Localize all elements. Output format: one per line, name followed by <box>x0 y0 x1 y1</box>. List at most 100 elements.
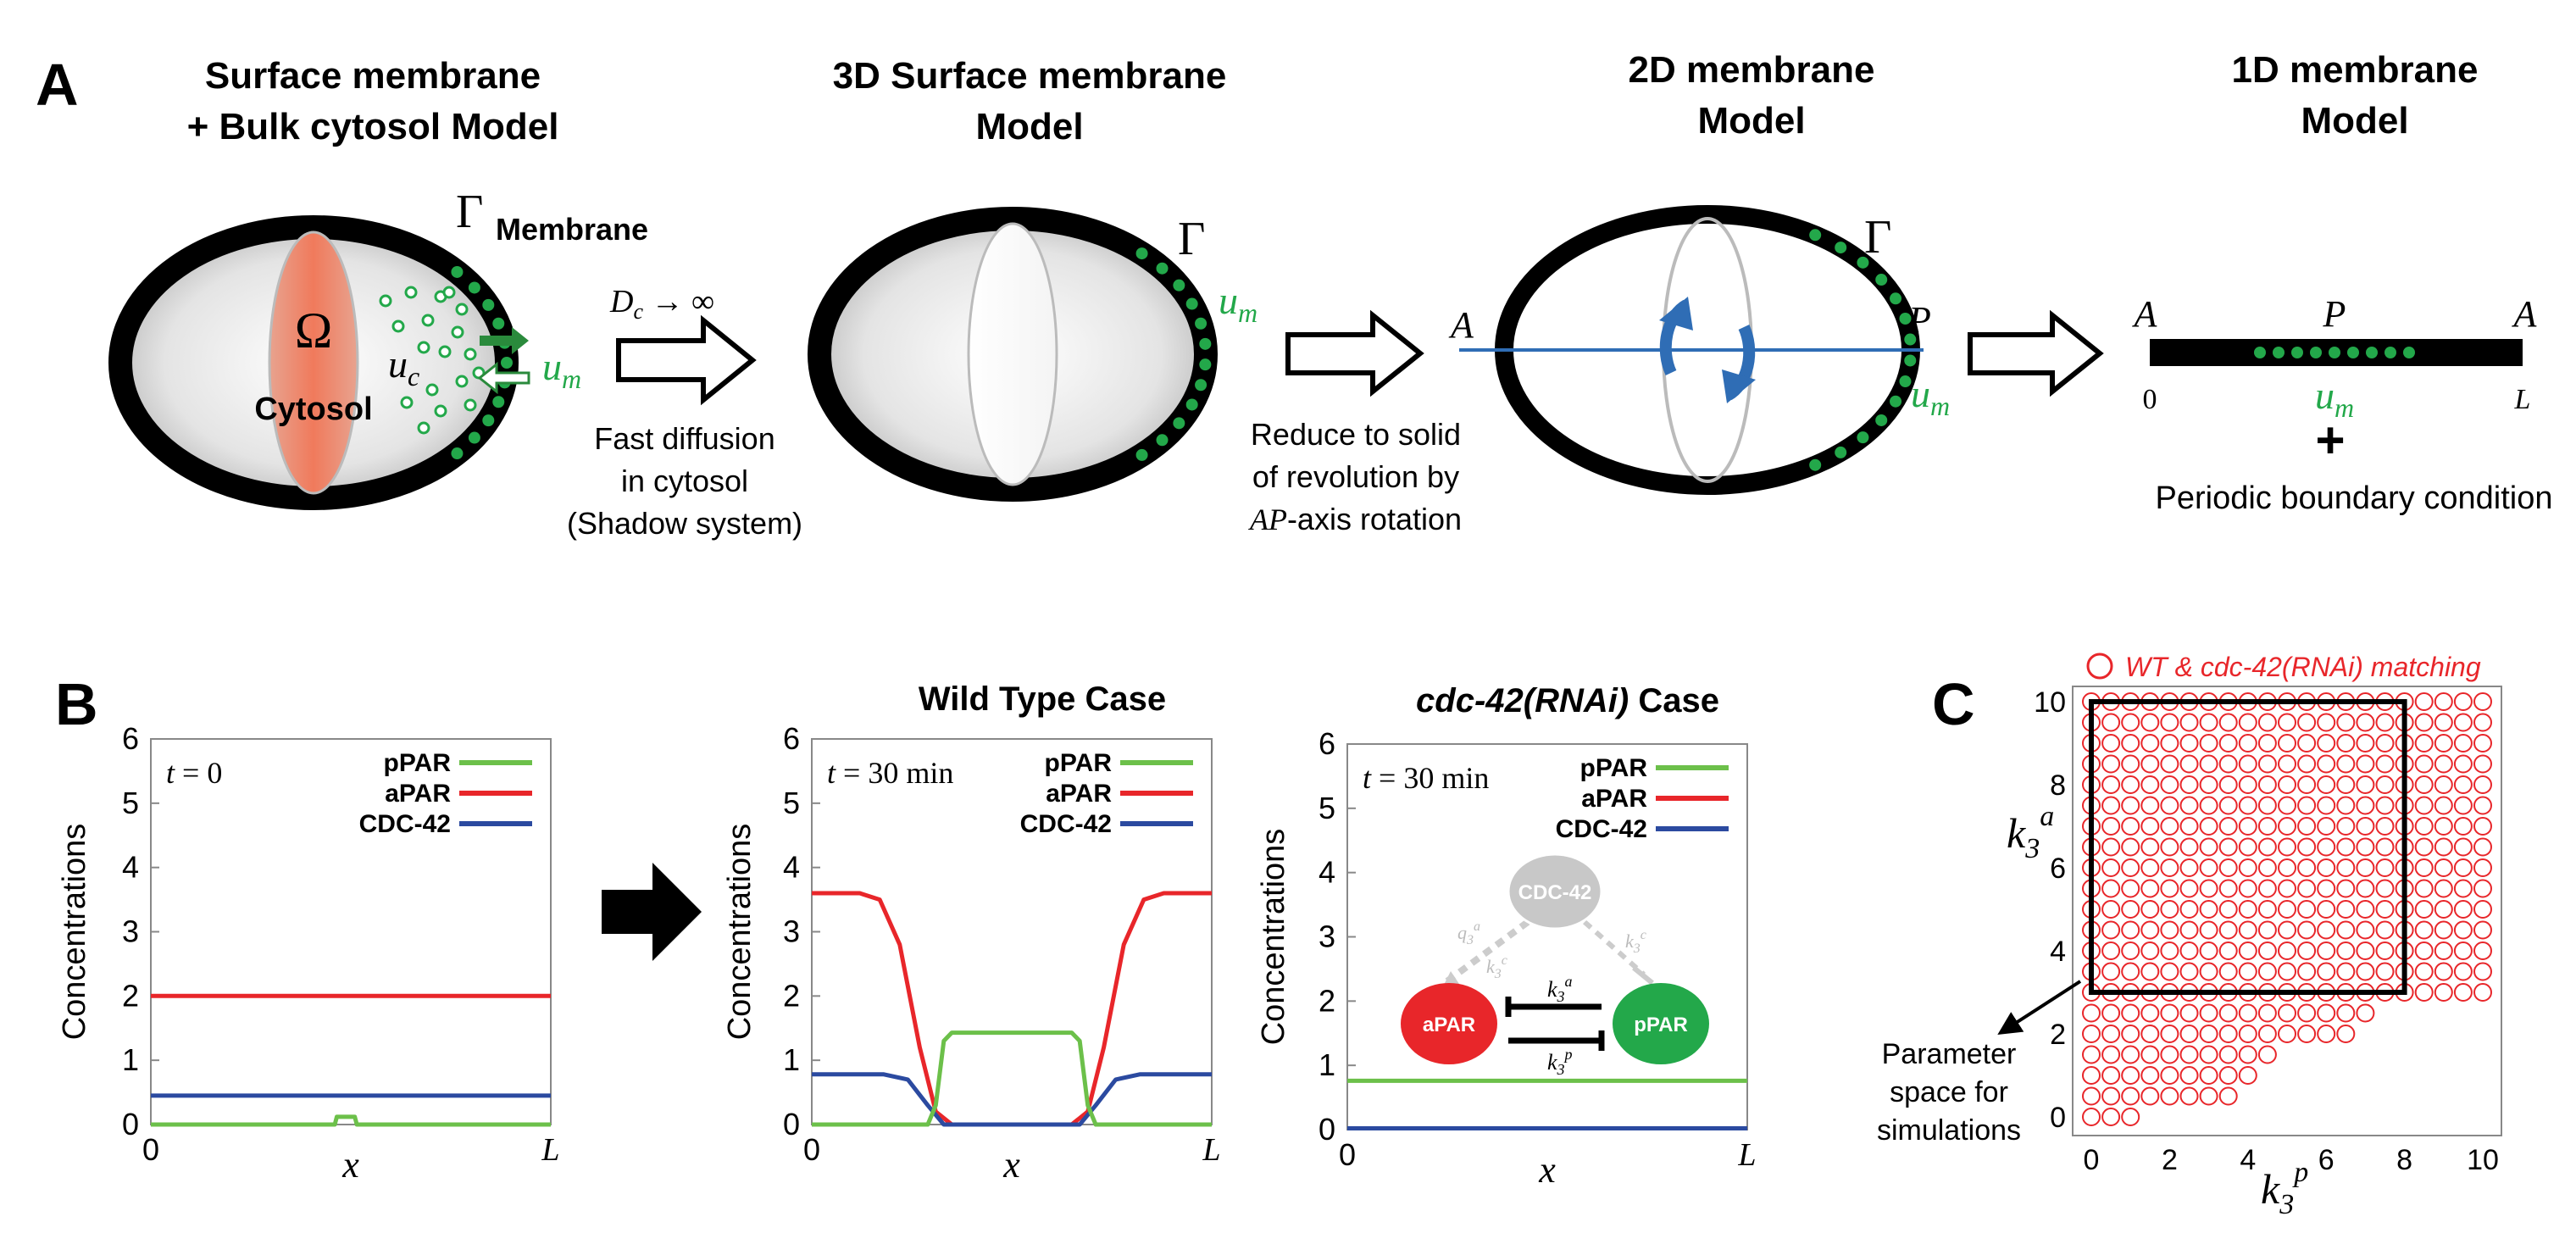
cell-2-cross-section <box>967 222 1058 486</box>
match-point <box>2218 837 2238 857</box>
match-point <box>2336 1003 2356 1023</box>
match-point <box>2453 941 2473 960</box>
plus-sign: + <box>2315 412 2345 469</box>
model-1-title-line1: Surface membrane <box>205 55 541 97</box>
cytosol-particle <box>455 303 469 316</box>
match-point <box>2375 920 2395 940</box>
match-point <box>2434 817 2453 836</box>
match-point <box>2473 837 2492 857</box>
match-point <box>2473 962 2492 981</box>
match-point <box>2278 879 2296 898</box>
note-line3: simulations <box>1877 1114 2021 1147</box>
match-point <box>2160 900 2179 919</box>
match-point <box>2199 858 2218 877</box>
k3a-axis-label: k3a <box>2007 801 2054 864</box>
step-1-line3: (Shadow system) <box>567 506 802 541</box>
match-point <box>2297 754 2317 774</box>
cytosol-particle <box>434 404 447 418</box>
x-tick-label: 0 <box>2084 1144 2100 1176</box>
match-point <box>2278 837 2296 857</box>
k3p-axis-label: k3p <box>2261 1157 2308 1220</box>
model-1-title-line2: + Bulk cytosol Model <box>187 106 559 147</box>
match-point <box>2121 1108 2140 1126</box>
match-point <box>2453 734 2473 753</box>
model-4-title-line1: 1D membrane <box>2231 49 2478 91</box>
match-point <box>2278 1025 2296 1043</box>
membrane-dot <box>1173 417 1185 430</box>
match-point <box>2473 858 2492 877</box>
match-point <box>2121 734 2140 753</box>
match-point <box>2140 879 2160 898</box>
match-point <box>2434 962 2453 981</box>
cytosol-particle <box>464 398 477 412</box>
legend-circle-marker <box>2086 653 2113 680</box>
cell-2d-model: A P Γ um <box>1448 205 1950 495</box>
match-point <box>2453 692 2473 711</box>
match-point <box>2218 941 2238 960</box>
um-label-1: um <box>542 345 581 394</box>
regulation-network: q3a k3c k3c CDC-42 aPAR pPAR k3a k3p <box>1401 853 1709 1078</box>
match-point <box>2278 713 2296 732</box>
match-point <box>2414 879 2434 898</box>
match-point <box>2179 1025 2199 1043</box>
membrane-dot <box>468 281 480 294</box>
match-point <box>2356 734 2375 753</box>
node-apar <box>1401 983 1497 1064</box>
match-point <box>2336 754 2356 774</box>
match-point <box>2434 775 2453 794</box>
series-ppar-line <box>812 1030 1212 1127</box>
match-point <box>2121 962 2140 981</box>
match-point <box>2336 858 2356 877</box>
um-label-2: um <box>1219 279 1257 328</box>
match-point <box>2101 1045 2121 1064</box>
y-axis-label: Concentrations <box>1256 829 1291 1046</box>
match-point <box>2238 900 2257 919</box>
cytosol-particle <box>425 383 439 397</box>
model-3-title-line1: 2D membrane <box>1628 49 1874 91</box>
match-point <box>2356 837 2375 857</box>
match-point <box>2278 817 2296 836</box>
match-point <box>2434 900 2453 919</box>
k3c-label-1: k3c <box>1486 953 1507 981</box>
match-point <box>2297 900 2317 919</box>
membrane-dot <box>482 298 495 311</box>
match-point <box>2218 900 2238 919</box>
match-point <box>2297 920 2317 940</box>
match-point <box>2453 775 2473 794</box>
bar-p: P <box>2323 293 2346 335</box>
plot-cdc42-rnai: 0 1 2 3 4 5 6 0 Lx Concentrations t = 30 min pPAR aP… <box>1256 726 1757 1191</box>
match-point <box>2414 775 2434 794</box>
match-point <box>2414 796 2434 815</box>
y-tick-label: 5 <box>1319 791 1335 825</box>
match-point <box>2473 796 2492 815</box>
match-point <box>2101 817 2121 836</box>
match-point <box>2356 713 2375 732</box>
bar-dot <box>2347 347 2359 358</box>
match-point <box>2297 775 2317 794</box>
match-point <box>2434 983 2453 1002</box>
match-point <box>2238 879 2257 898</box>
step-3-arrow <box>1968 309 2104 397</box>
match-point <box>2101 754 2121 774</box>
match-point <box>2218 713 2238 732</box>
legend-label: pPAR <box>384 749 452 777</box>
y-tick-label: 6 <box>2050 853 2066 885</box>
legend-label: CDC-42 <box>1020 810 1112 838</box>
membrane-label: Membrane <box>496 212 648 247</box>
y-tick-label: 1 <box>122 1042 139 1077</box>
match-point <box>2336 796 2356 815</box>
match-point <box>2238 962 2257 981</box>
match-point <box>2375 858 2395 877</box>
match-point <box>2179 837 2199 857</box>
match-point <box>2278 754 2296 774</box>
match-point <box>2160 962 2179 981</box>
match-point <box>2336 879 2356 898</box>
match-point <box>2238 941 2257 960</box>
match-point <box>2101 900 2121 919</box>
match-point <box>2336 713 2356 732</box>
match-point <box>2278 796 2296 815</box>
x-start-label: 0 <box>803 1132 820 1167</box>
plot-frame <box>811 738 1213 1125</box>
parameter-space-plot: 0 2 4 6 8 10 0 2 4 6 8 10 <box>2034 686 2502 1176</box>
match-point <box>2414 941 2434 960</box>
